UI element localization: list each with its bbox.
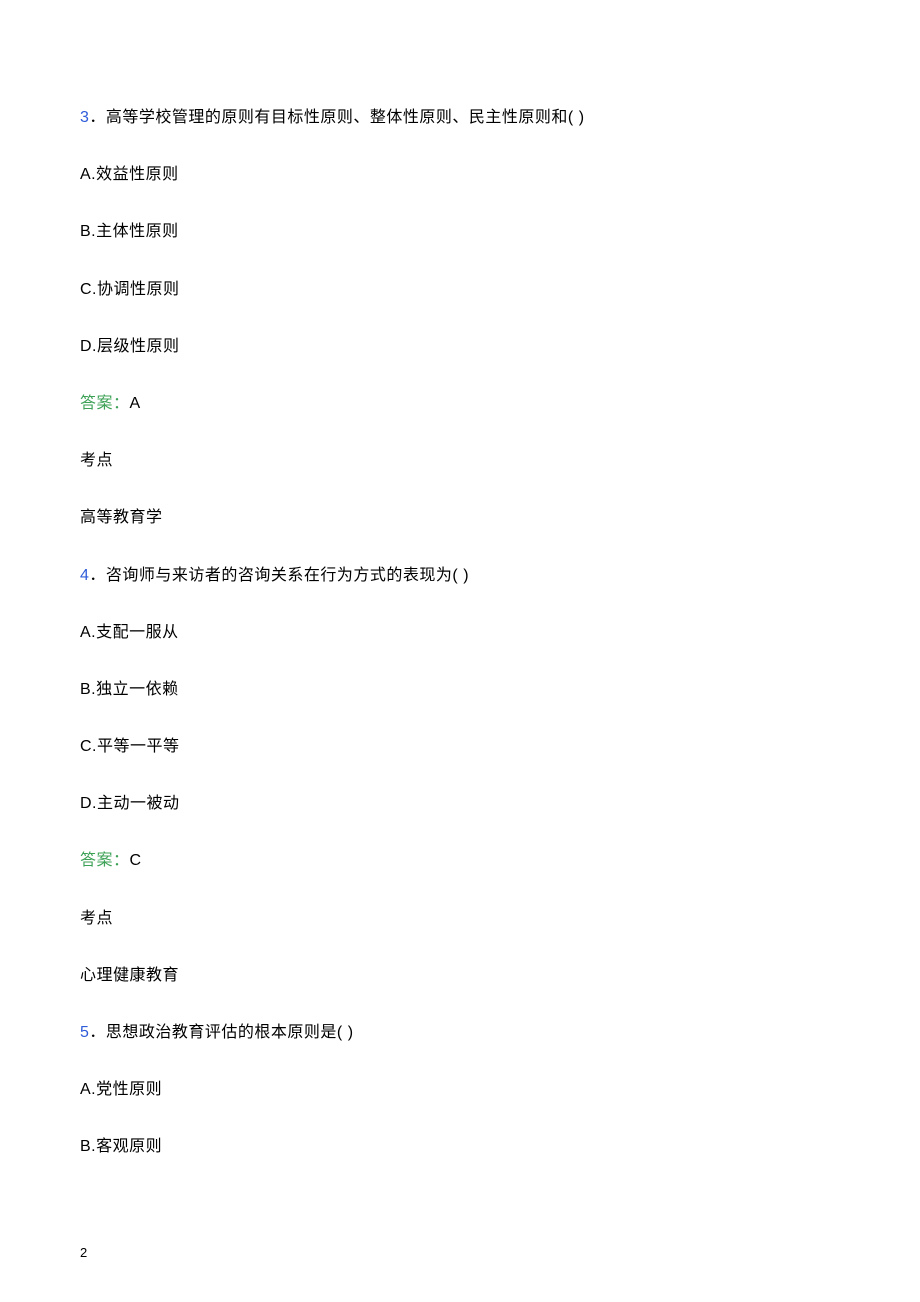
question-separator: ． <box>89 1024 106 1041</box>
option-c: C.平等一平等 <box>80 737 840 756</box>
option-a: A.效益性原则 <box>80 165 840 184</box>
question-number: 5 <box>80 1024 89 1041</box>
document-content: 3．高等学校管理的原则有目标性原则、整体性原则、民主性原则和( ) A.效益性原… <box>80 108 840 1157</box>
answer-line: 答案：A <box>80 394 840 413</box>
answer-value: C <box>130 852 142 869</box>
question-text: 思想政治教育评估的根本原则是( ) <box>106 1024 354 1041</box>
answer-label: 答案： <box>80 852 130 869</box>
question-number: 4 <box>80 567 89 584</box>
option-b: B.独立一依赖 <box>80 680 840 699</box>
question-text: 咨询师与来访者的咨询关系在行为方式的表现为( ) <box>106 567 469 584</box>
answer-line: 答案：C <box>80 851 840 870</box>
topic-label: 考点 <box>80 451 840 470</box>
option-c: C.协调性原则 <box>80 280 840 299</box>
question-stem: 3．高等学校管理的原则有目标性原则、整体性原则、民主性原则和( ) <box>80 108 840 127</box>
page-number: 2 <box>80 1245 87 1260</box>
topic-text: 心理健康教育 <box>80 966 840 985</box>
question-text: 高等学校管理的原则有目标性原则、整体性原则、民主性原则和( ) <box>106 109 585 126</box>
topic-text: 高等教育学 <box>80 508 840 527</box>
option-b: B.主体性原则 <box>80 222 840 241</box>
question-separator: ． <box>89 109 106 126</box>
option-a: A.党性原则 <box>80 1080 840 1099</box>
question-separator: ． <box>89 567 106 584</box>
question-number: 3 <box>80 109 89 126</box>
option-d: D.主动一被动 <box>80 794 840 813</box>
question-stem: 5．思想政治教育评估的根本原则是( ) <box>80 1023 840 1042</box>
answer-value: A <box>130 395 141 412</box>
answer-label: 答案： <box>80 395 130 412</box>
option-a: A.支配一服从 <box>80 623 840 642</box>
option-b: B.客观原则 <box>80 1137 840 1156</box>
option-d: D.层级性原则 <box>80 337 840 356</box>
topic-label: 考点 <box>80 909 840 928</box>
question-stem: 4．咨询师与来访者的咨询关系在行为方式的表现为( ) <box>80 566 840 585</box>
